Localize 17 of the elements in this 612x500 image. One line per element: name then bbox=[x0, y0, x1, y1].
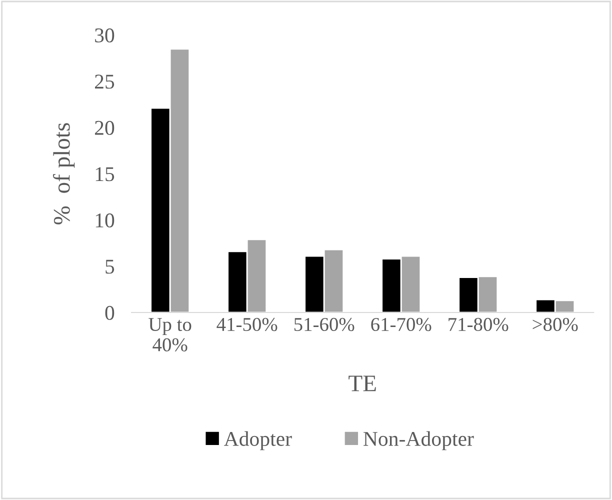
x-tick-label: >80% bbox=[532, 318, 578, 332]
legend-label: Adopter bbox=[224, 431, 292, 450]
y-tick-label: 5 bbox=[106, 260, 114, 274]
y-tick-label: 10 bbox=[96, 213, 114, 228]
x-tick-label: 61-70% bbox=[371, 318, 432, 332]
y-tick-label: 30 bbox=[95, 28, 114, 42]
y-axis-title: % of plots bbox=[52, 123, 75, 224]
y-tick-label: 15 bbox=[96, 167, 114, 182]
legend-label: Non-Adopter bbox=[363, 431, 474, 450]
y-tick-label: 25 bbox=[94, 74, 114, 89]
x-tick-label: 71-80% bbox=[448, 318, 508, 332]
x-tick-label: 51-60% bbox=[294, 318, 354, 332]
y-tick-label: 0 bbox=[105, 306, 114, 320]
x-tick-label: 41-50% bbox=[216, 318, 278, 332]
x-tick-label: Up to 40% bbox=[148, 318, 192, 352]
x-axis-title: TE bbox=[348, 376, 376, 392]
y-tick-label: 20 bbox=[94, 120, 114, 135]
